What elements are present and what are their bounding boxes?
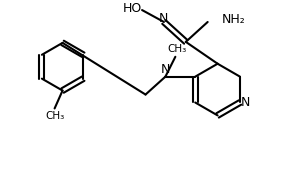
Text: N: N xyxy=(161,63,170,76)
Text: N: N xyxy=(159,12,169,24)
Text: CH₃: CH₃ xyxy=(168,44,187,54)
Text: CH₃: CH₃ xyxy=(45,111,64,121)
Text: NH₂: NH₂ xyxy=(222,13,245,26)
Text: HO: HO xyxy=(122,2,142,15)
Text: N: N xyxy=(240,96,250,109)
